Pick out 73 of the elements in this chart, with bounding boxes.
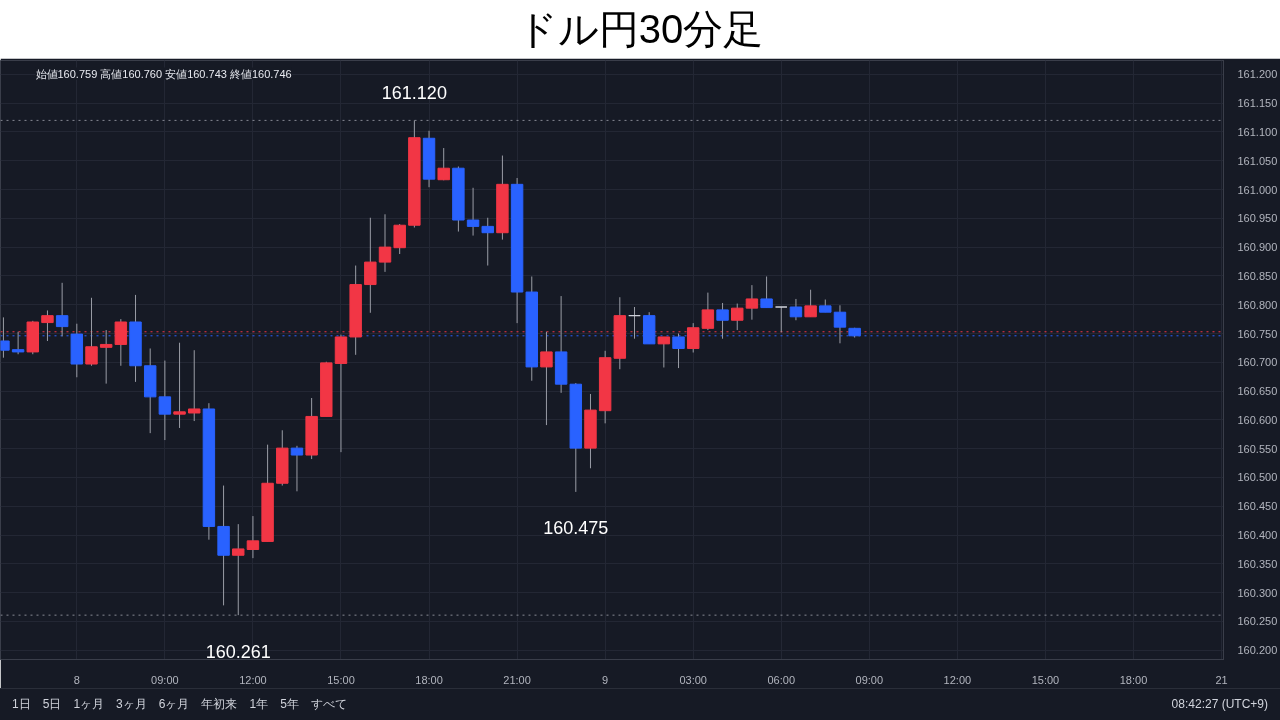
y-tick-label: 161.100 [1237, 125, 1278, 138]
y-tick-label: 161.050 [1237, 154, 1278, 167]
candlestick [804, 289, 817, 318]
y-tick-label: 160.450 [1237, 500, 1278, 513]
candlestick [745, 284, 759, 321]
x-tick-label: 09:00 [151, 673, 179, 686]
y-tick-label: 160.650 [1237, 385, 1278, 398]
text: 6ヶ月 [158, 696, 190, 711]
candlestick [701, 292, 715, 331]
y-tick-label: 160.900 [1237, 241, 1278, 254]
text: 年初来 [201, 696, 238, 711]
y-tick-label: 161.000 [1237, 183, 1278, 196]
candlestick [188, 349, 201, 422]
y-tick-label: 160.850 [1237, 269, 1278, 282]
x-tick-label: 03:00 [679, 673, 707, 686]
text: 1年 [249, 696, 269, 711]
y-tick-label: 160.550 [1237, 442, 1278, 455]
x-tick-label: 06:00 [767, 673, 796, 686]
y-tick-label: 160.950 [1237, 212, 1278, 225]
candlestick [775, 306, 788, 333]
y-tick-label: 161.150 [1237, 97, 1278, 110]
x-tick-label: 12:00 [239, 673, 267, 686]
candlestick [628, 306, 641, 340]
annotation: 160.261 [205, 641, 271, 662]
y-tick-label: 160.250 [1237, 615, 1278, 628]
candlestick [232, 523, 245, 616]
candlestick [393, 223, 406, 255]
text: 1ヶ月 [73, 696, 105, 711]
candlestick [364, 217, 377, 314]
x-tick-label: 21 [1215, 673, 1228, 686]
x-tick-label: 18:00 [1119, 673, 1148, 686]
candlestick [437, 147, 450, 181]
x-tick-label: 15:00 [1031, 673, 1060, 686]
text: 5日 [42, 696, 62, 711]
x-tick-label: 18:00 [415, 673, 443, 686]
x-tick-label: 15:00 [327, 673, 355, 686]
candlestick [540, 331, 553, 426]
candlestick [55, 282, 69, 337]
candlestick [378, 213, 392, 273]
candlestick [466, 187, 480, 237]
y-tick-label: 160.500 [1237, 471, 1278, 484]
y-tick-label: 160.300 [1237, 586, 1278, 599]
text: 1日 [12, 696, 31, 711]
x-tick-label: 12:00 [943, 673, 972, 686]
y-tick-label: 160.400 [1237, 529, 1278, 542]
y-tick-label: 160.200 [1237, 644, 1278, 657]
y-tick-label: 160.800 [1237, 298, 1278, 311]
x-tick-label: 8 [73, 673, 80, 686]
annotation: 161.120 [381, 82, 447, 103]
candlestick [290, 445, 304, 492]
x-tick-label: 09:00 [855, 673, 884, 686]
candlestick [657, 336, 671, 368]
annotation: 160.475 [543, 518, 609, 539]
chart-title: ドル円30分足 [0, 0, 1280, 58]
candlestick [246, 515, 260, 559]
y-tick-label: 160.750 [1237, 327, 1278, 340]
text: 3ヶ月 [116, 696, 147, 711]
candlestick [173, 342, 186, 429]
y-tick-label: 160.700 [1237, 356, 1278, 369]
x-tick-label: 9 [602, 673, 609, 686]
y-tick-label: 161.200 [1237, 68, 1278, 81]
candlestick [731, 303, 744, 331]
text: 08:42:27 (UTC+9) [1171, 695, 1268, 713]
candlestick [760, 275, 773, 309]
candlestick [158, 360, 172, 441]
x-tick-label: 21:00 [503, 673, 531, 686]
text: 5年 [280, 696, 299, 711]
candlestick [481, 217, 494, 267]
text: すべて [310, 696, 347, 711]
annotation: 始値160.759 高値160.760 安値160.743 終値160.746 [35, 67, 292, 80]
y-tick-label: 160.350 [1237, 557, 1278, 570]
y-tick-label: 160.600 [1237, 413, 1278, 426]
candlestick [789, 298, 803, 321]
